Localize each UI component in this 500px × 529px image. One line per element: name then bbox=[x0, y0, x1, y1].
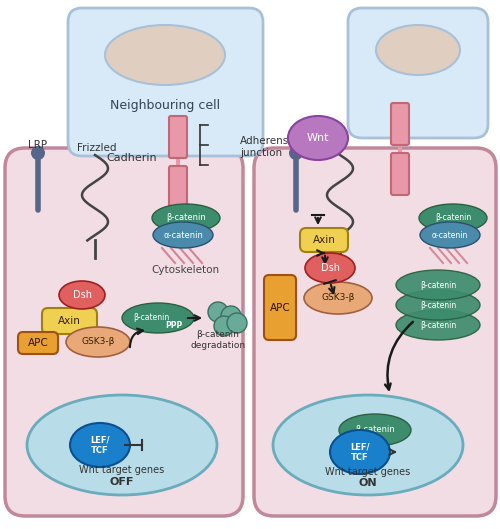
Text: Wnt target genes: Wnt target genes bbox=[80, 465, 164, 475]
Ellipse shape bbox=[273, 395, 463, 495]
Text: Dsh: Dsh bbox=[320, 263, 340, 273]
Ellipse shape bbox=[122, 303, 194, 333]
Ellipse shape bbox=[420, 222, 480, 248]
Ellipse shape bbox=[27, 395, 217, 495]
Text: Cadherin: Cadherin bbox=[106, 153, 158, 163]
FancyBboxPatch shape bbox=[391, 153, 409, 195]
FancyBboxPatch shape bbox=[42, 308, 97, 334]
Text: Dsh: Dsh bbox=[72, 290, 92, 300]
Ellipse shape bbox=[396, 290, 480, 320]
Text: Adherens
junction: Adherens junction bbox=[240, 136, 289, 158]
Text: Wnt: Wnt bbox=[307, 133, 329, 143]
Ellipse shape bbox=[66, 327, 130, 357]
Ellipse shape bbox=[304, 282, 372, 314]
Text: LRP: LRP bbox=[28, 140, 48, 150]
Ellipse shape bbox=[59, 281, 105, 309]
Ellipse shape bbox=[221, 306, 241, 326]
Ellipse shape bbox=[396, 270, 480, 300]
Ellipse shape bbox=[289, 146, 303, 160]
Text: LEF/
TCF: LEF/ TCF bbox=[350, 442, 370, 462]
Text: APC: APC bbox=[28, 338, 48, 348]
FancyBboxPatch shape bbox=[169, 166, 187, 208]
Ellipse shape bbox=[227, 313, 247, 333]
Text: β-catenin: β-catenin bbox=[420, 300, 456, 309]
Ellipse shape bbox=[105, 25, 225, 85]
FancyBboxPatch shape bbox=[18, 332, 58, 354]
Text: Cytoskeleton: Cytoskeleton bbox=[151, 265, 219, 275]
Ellipse shape bbox=[70, 423, 130, 467]
Ellipse shape bbox=[330, 430, 390, 474]
FancyBboxPatch shape bbox=[348, 8, 488, 138]
Text: α-catenin: α-catenin bbox=[163, 231, 203, 240]
Text: β-catenin: β-catenin bbox=[133, 314, 169, 323]
Ellipse shape bbox=[153, 222, 213, 248]
FancyBboxPatch shape bbox=[264, 275, 296, 340]
Ellipse shape bbox=[376, 25, 460, 75]
Text: APC: APC bbox=[270, 303, 290, 313]
Text: β-catenin: β-catenin bbox=[420, 280, 456, 289]
Text: β-catenin: β-catenin bbox=[435, 214, 471, 223]
Text: Axin: Axin bbox=[312, 235, 336, 245]
Text: β-catenin: β-catenin bbox=[355, 425, 395, 434]
Ellipse shape bbox=[305, 253, 355, 283]
Ellipse shape bbox=[396, 310, 480, 340]
Text: Wnt target genes: Wnt target genes bbox=[326, 467, 410, 477]
Text: GSK3-β: GSK3-β bbox=[322, 294, 354, 303]
FancyBboxPatch shape bbox=[391, 103, 409, 145]
Text: ON: ON bbox=[358, 478, 378, 488]
FancyBboxPatch shape bbox=[68, 8, 263, 156]
FancyBboxPatch shape bbox=[169, 116, 187, 158]
Ellipse shape bbox=[214, 316, 234, 336]
FancyBboxPatch shape bbox=[254, 148, 496, 516]
Ellipse shape bbox=[31, 146, 45, 160]
Ellipse shape bbox=[152, 204, 220, 232]
Text: β-catenin: β-catenin bbox=[166, 214, 206, 223]
Ellipse shape bbox=[419, 204, 487, 232]
Text: LEF/
TCF: LEF/ TCF bbox=[90, 435, 110, 455]
Text: OFF: OFF bbox=[110, 477, 134, 487]
Text: α-catenin: α-catenin bbox=[432, 231, 468, 240]
Ellipse shape bbox=[208, 302, 228, 322]
Text: β-catenin: β-catenin bbox=[420, 321, 456, 330]
FancyBboxPatch shape bbox=[5, 148, 243, 516]
FancyBboxPatch shape bbox=[300, 228, 348, 252]
Text: Neighbouring cell: Neighbouring cell bbox=[110, 98, 220, 112]
Text: Frizzled: Frizzled bbox=[77, 143, 117, 153]
Text: Axin: Axin bbox=[58, 316, 80, 326]
Ellipse shape bbox=[288, 116, 348, 160]
Text: PPP: PPP bbox=[166, 321, 182, 330]
Text: GSK3-β: GSK3-β bbox=[82, 338, 114, 346]
Ellipse shape bbox=[339, 414, 411, 446]
Text: β-catenin
degradation: β-catenin degradation bbox=[190, 330, 246, 350]
